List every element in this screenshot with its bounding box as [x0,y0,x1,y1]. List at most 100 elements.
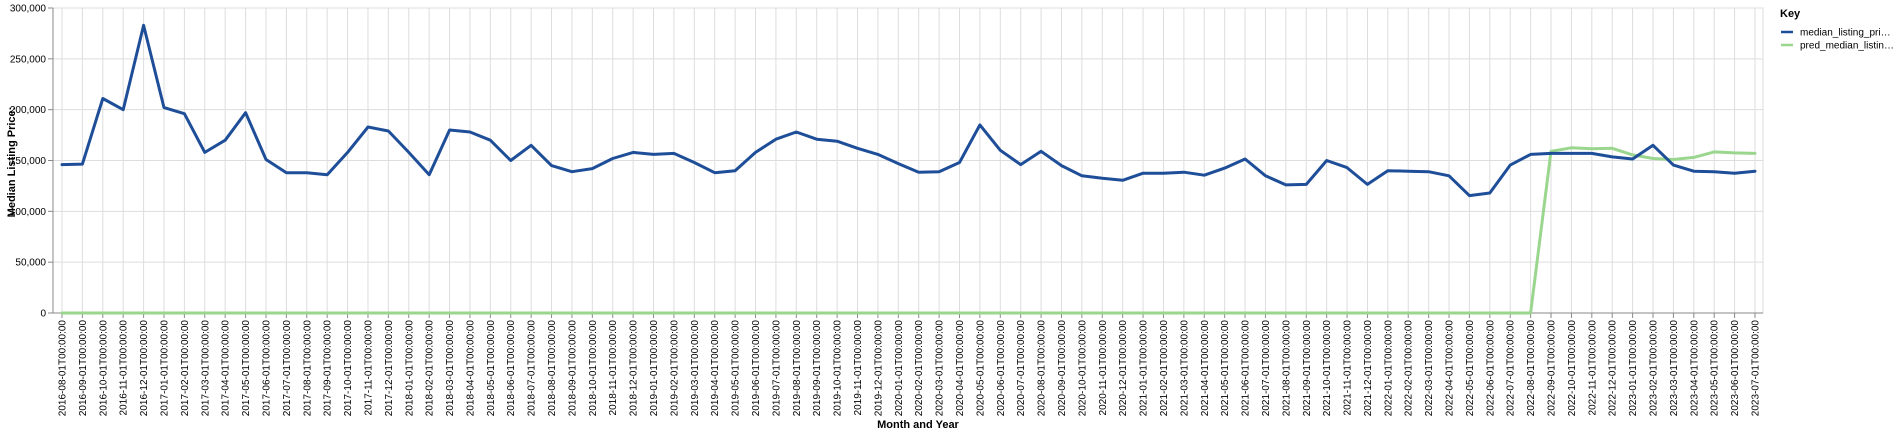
x-tick-label: 2018-11-01T00:00:00 [608,320,619,416]
x-tick-label: 2022-01-01T00:00:00 [1383,320,1394,417]
x-tick-label: 2020-11-01T00:00:00 [1098,320,1109,416]
y-axis-title: Median Listing Price: [6,107,18,218]
x-tick-label: 2017-05-01T00:00:00 [241,320,252,417]
grid-layer [52,7,1764,314]
series-line-median-listing-price [60,23,1757,198]
x-tick-label: 2017-10-01T00:00:00 [343,320,354,417]
x-tick-label: 2020-09-01T00:00:00 [1057,320,1068,417]
x-tick-label: 2019-05-01T00:00:00 [731,320,742,417]
x-tick-label: 2018-07-01T00:00:00 [527,320,538,417]
x-tick-label: 2016-09-01T00:00:00 [78,320,89,417]
x-tick-label: 2020-12-01T00:00:00 [1118,320,1129,417]
x-tick-label: 2022-03-01T00:00:00 [1424,320,1435,417]
x-tick-label: 2021-02-01T00:00:00 [1159,320,1170,417]
x-tick-label: 2019-02-01T00:00:00 [669,320,680,417]
x-tick-label: 2018-06-01T00:00:00 [506,320,517,417]
x-tick-label: 2023-05-01T00:00:00 [1710,320,1721,417]
x-tick-label: 2021-11-01T00:00:00 [1343,320,1354,416]
x-tick-label: 2019-01-01T00:00:00 [649,320,660,417]
x-tick-label: 2019-11-01T00:00:00 [853,320,864,416]
x-tick-label: 2016-10-01T00:00:00 [98,320,109,417]
x-tick-label: 2022-10-01T00:00:00 [1567,320,1578,417]
x-tick-label: 2021-12-01T00:00:00 [1363,320,1374,417]
x-tick-label: 2023-04-01T00:00:00 [1689,320,1700,417]
x-tick-label: 2017-08-01T00:00:00 [302,320,313,417]
series-line-pred-median-listing-price [60,146,1757,315]
legend: Key median_listing_pri… pred_median_listin… [1780,8,1894,52]
x-tick-label: 2022-09-01T00:00:00 [1547,320,1558,417]
x-tick-label: 2019-10-01T00:00:00 [833,320,844,417]
x-tick-label: 2019-06-01T00:00:00 [751,320,762,417]
x-tick-label: 2016-08-01T00:00:00 [58,320,69,417]
x-tick-label: 2022-07-01T00:00:00 [1506,320,1517,417]
y-tick-label: 250,000 [10,54,47,65]
x-tick-label: 2018-02-01T00:00:00 [425,320,436,417]
x-tick-label: 2020-03-01T00:00:00 [935,320,946,417]
x-tick-label: 2022-11-01T00:00:00 [1587,320,1598,416]
x-tick-label: 2023-03-01T00:00:00 [1669,320,1680,417]
legend-title: Key [1780,8,1801,20]
x-tick-label: 2020-01-01T00:00:00 [894,320,905,417]
x-tick-label: 2017-11-01T00:00:00 [363,320,374,416]
x-tick-label: 2017-04-01T00:00:00 [221,320,232,417]
x-tick-label: 2017-06-01T00:00:00 [261,320,272,417]
x-tick-label: 2017-01-01T00:00:00 [159,320,170,417]
x-tick-label: 2018-08-01T00:00:00 [547,320,558,417]
legend-label: median_listing_pri… [1800,28,1891,39]
x-tick-label: 2016-11-01T00:00:00 [119,320,130,416]
y-tick-label: 50,000 [15,258,46,269]
x-tick-label: 2021-09-01T00:00:00 [1302,320,1313,417]
x-tick-label: 2017-02-01T00:00:00 [180,320,191,417]
x-tick-label: 2021-07-01T00:00:00 [1261,320,1272,417]
x-tick-label: 2017-03-01T00:00:00 [200,320,211,417]
x-tick-label: 2023-01-01T00:00:00 [1628,320,1639,417]
x-tick-label: 2020-04-01T00:00:00 [955,320,966,417]
x-tick-label: 2023-07-01T00:00:00 [1751,320,1762,417]
x-tick-label: 2020-02-01T00:00:00 [914,320,925,417]
y-tick-label: 0 [40,309,46,320]
x-tick-label: 2017-07-01T00:00:00 [282,320,293,417]
x-tick-label: 2018-10-01T00:00:00 [588,320,599,417]
y-tick-label: 300,000 [10,4,47,15]
x-tick-label: 2019-03-01T00:00:00 [690,320,701,417]
x-tick-label: 2019-09-01T00:00:00 [812,320,823,417]
x-tick-label: 2017-09-01T00:00:00 [323,320,334,417]
y-tick-label: 100,000 [10,207,47,218]
x-tick-label: 2017-12-01T00:00:00 [384,320,395,417]
x-tick-label: 2023-06-01T00:00:00 [1730,320,1741,417]
x-tick-label: 2021-06-01T00:00:00 [1241,320,1252,417]
x-tick-label: 2016-12-01T00:00:00 [139,320,150,417]
x-tick-label: 2021-03-01T00:00:00 [1179,320,1190,417]
x-tick-label: 2018-01-01T00:00:00 [404,320,415,417]
x-tick-label: 2020-07-01T00:00:00 [1016,320,1027,417]
x-axis-title: Month and Year [877,419,959,431]
x-tick-label: 2019-12-01T00:00:00 [873,320,884,417]
x-tick-label: 2020-08-01T00:00:00 [1037,320,1048,417]
axis-layer: 0 50,000 100,000 150,000 200,000 250,000 300,0… [10,4,1763,417]
x-tick-label: 2018-09-01T00:00:00 [567,320,578,417]
y-tick-label: 200,000 [10,105,47,116]
x-tick-label: 2021-01-01T00:00:00 [1139,320,1150,417]
x-tick-label: 2018-05-01T00:00:00 [486,320,497,417]
x-tick-label: 2022-08-01T00:00:00 [1526,320,1537,417]
x-tick-label: 2022-12-01T00:00:00 [1608,320,1619,417]
x-tick-label: 2021-04-01T00:00:00 [1200,320,1211,417]
x-tick-label: 2022-06-01T00:00:00 [1485,320,1496,417]
y-tick-label: 150,000 [10,156,47,167]
x-tick-label: 2019-07-01T00:00:00 [771,320,782,417]
x-tick-label: 2022-02-01T00:00:00 [1404,320,1415,417]
x-tick-label: 2020-05-01T00:00:00 [975,320,986,417]
x-tick-label: 2020-06-01T00:00:00 [996,320,1007,417]
legend-label: pred_median_listin… [1800,41,1894,52]
x-tick-label: 2018-12-01T00:00:00 [629,320,640,417]
x-tick-label: 2023-02-01T00:00:00 [1649,320,1660,417]
series-layer [60,23,1757,315]
x-tick-label: 2021-05-01T00:00:00 [1220,320,1231,417]
x-tick-label: 2022-05-01T00:00:00 [1465,320,1476,417]
x-tick-label: 2021-08-01T00:00:00 [1281,320,1292,417]
x-tick-label: 2022-04-01T00:00:00 [1445,320,1456,417]
x-tick-label: 2020-10-01T00:00:00 [1077,320,1088,417]
x-tick-label: 2018-03-01T00:00:00 [445,320,456,417]
